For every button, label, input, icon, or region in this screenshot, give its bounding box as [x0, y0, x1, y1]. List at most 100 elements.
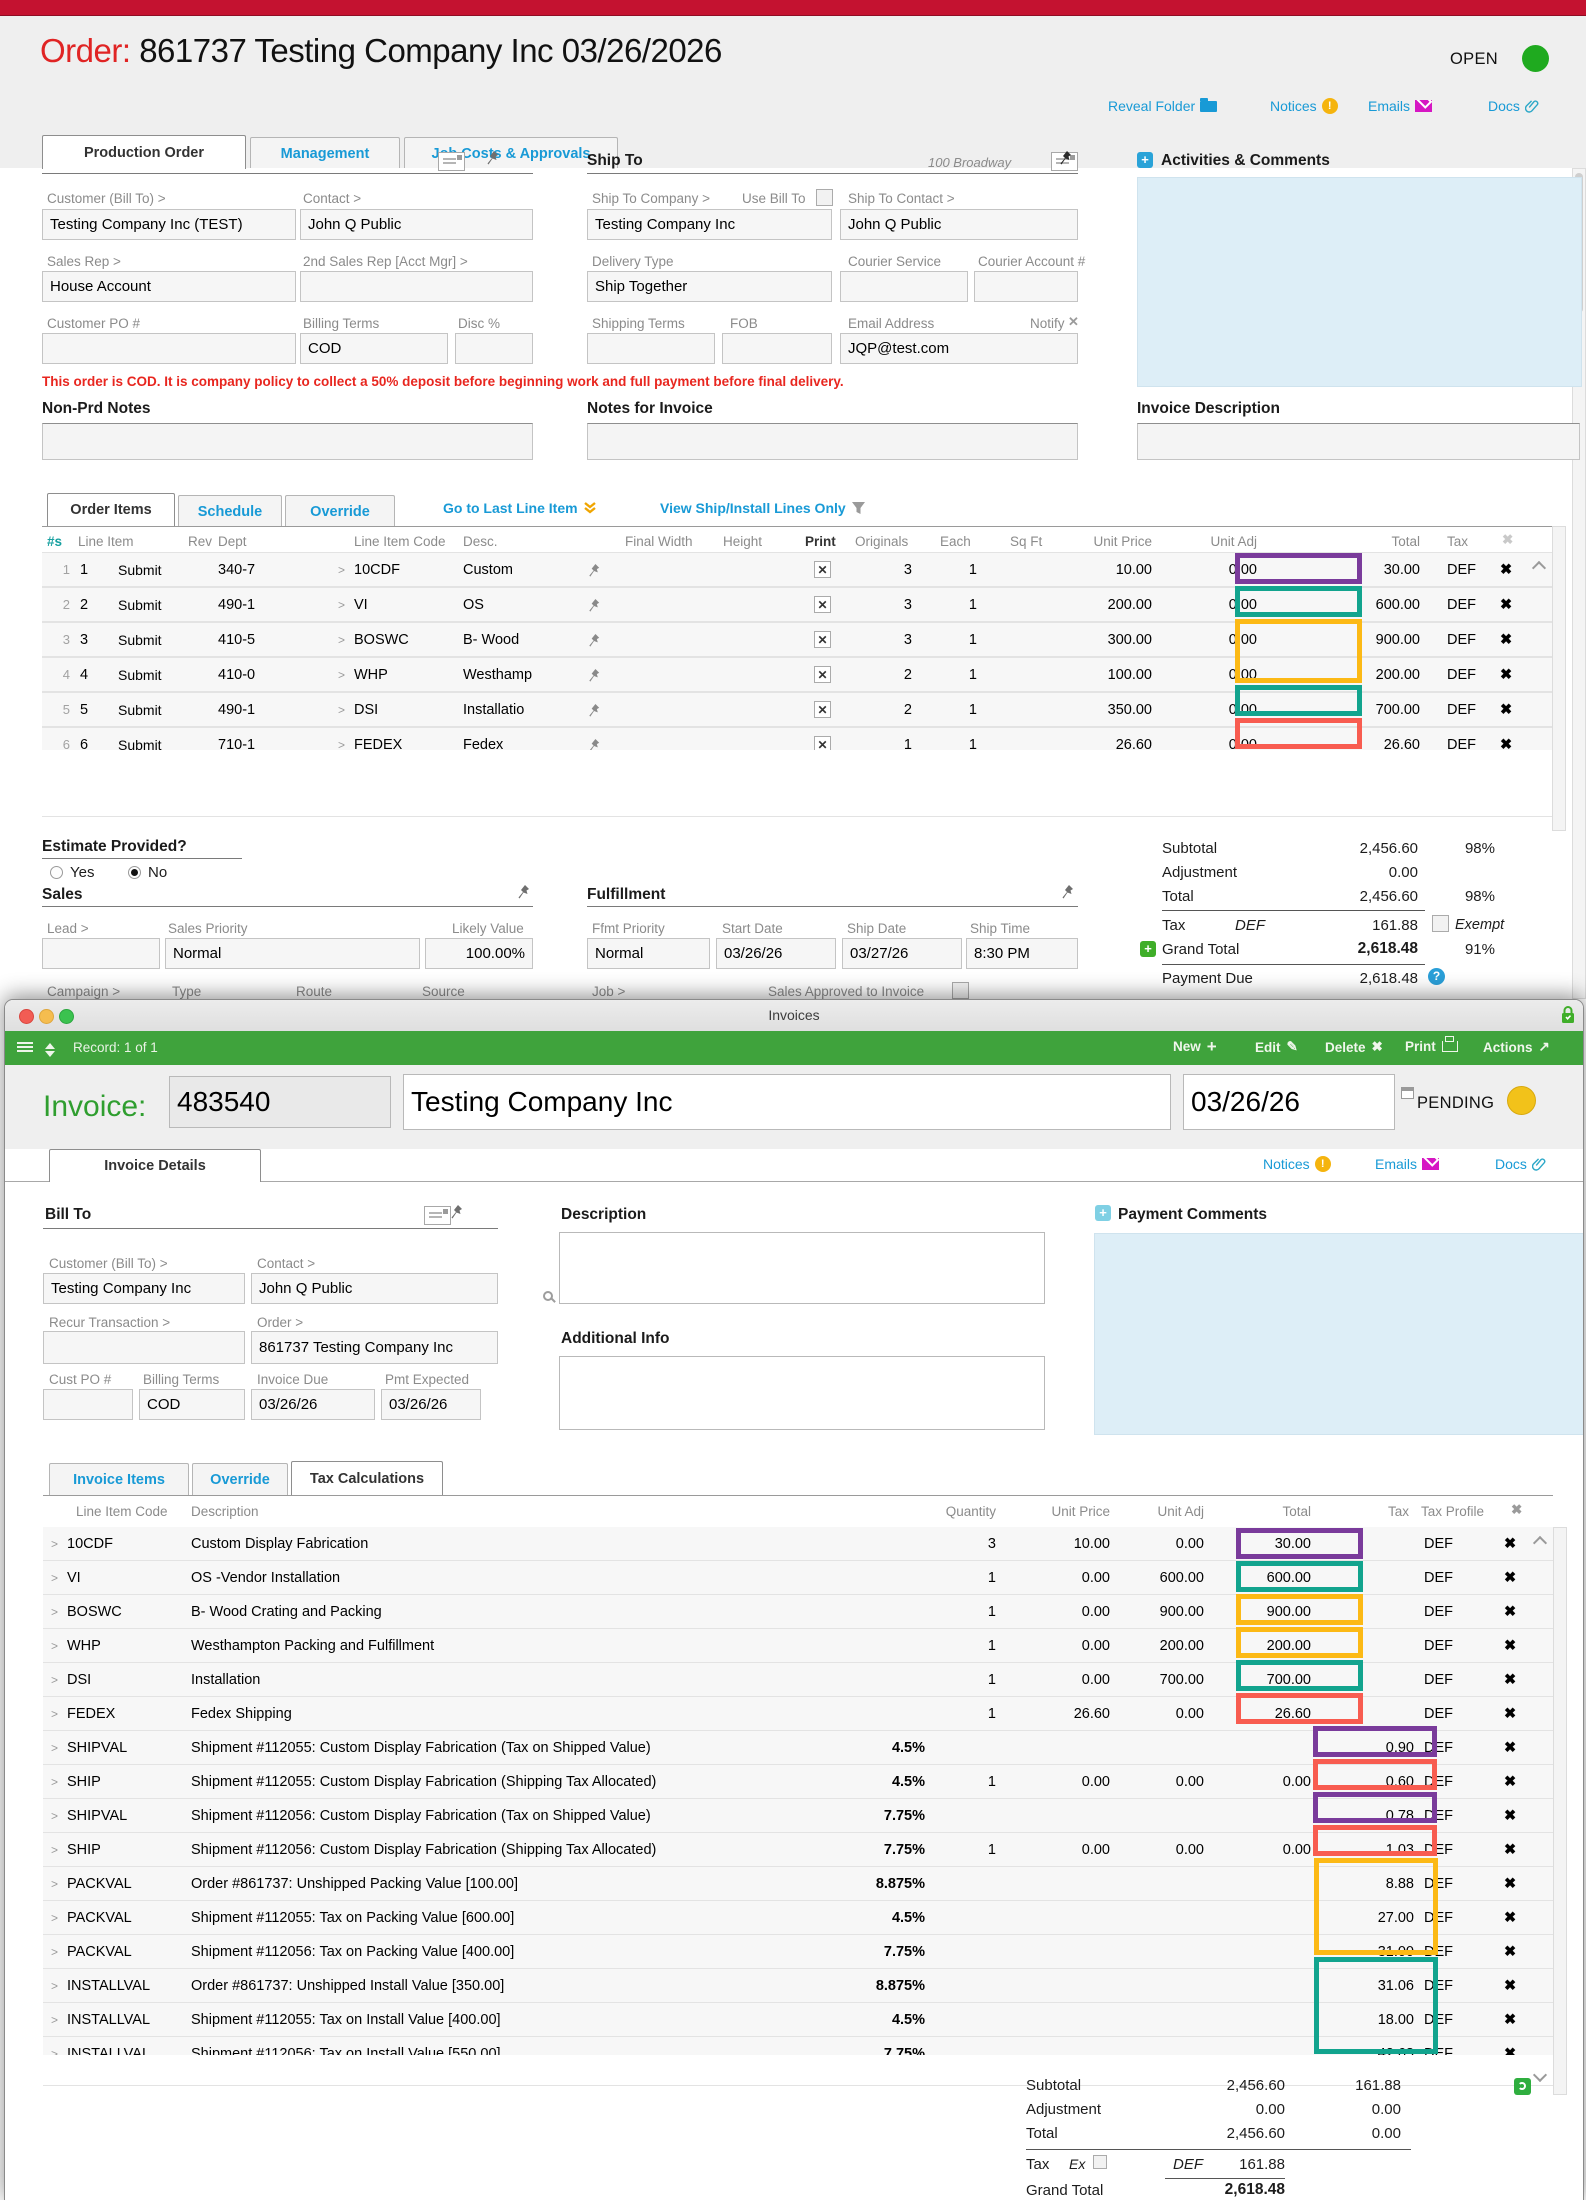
invoice-number-field[interactable]: 483540 [169, 1076, 391, 1128]
ship-to-company-field[interactable]: Testing Company Inc [587, 209, 832, 240]
delete-line-icon[interactable]: ✖ [1500, 631, 1513, 648]
activities-box[interactable] [1137, 177, 1582, 387]
unit-price-cell[interactable]: 0.00 [1081, 1569, 1110, 1586]
help-icon[interactable]: ? [1428, 968, 1445, 985]
drill-arrow[interactable]: > [51, 2046, 59, 2061]
print-checkbox[interactable]: ✕ [814, 666, 831, 683]
drill-arrow[interactable]: > [338, 667, 346, 682]
quantity-cell[interactable]: 1 [987, 1841, 996, 1858]
delete-line-icon[interactable]: ✖ [1504, 1739, 1517, 1756]
desc-cell[interactable]: Custom [463, 561, 513, 578]
reveal-folder-link[interactable]: Reveal Folder [1108, 97, 1218, 114]
unit-price-cell[interactable]: 10.00 [1115, 561, 1152, 578]
sales-rep-field[interactable]: House Account [42, 271, 296, 302]
recalc-icon[interactable] [1514, 2078, 1532, 2095]
submit-link[interactable]: Submit [118, 631, 162, 648]
quantity-cell[interactable] [936, 1935, 996, 1968]
minimize-window-button[interactable] [39, 1009, 54, 1024]
originals-cell[interactable]: 2 [903, 701, 912, 718]
unit-adj-cell[interactable]: 700.00 [1159, 1671, 1204, 1688]
calendar-icon[interactable] [1401, 1087, 1414, 1099]
new-button[interactable]: New + [1173, 1037, 1217, 1056]
unit-price-cell[interactable] [1030, 1799, 1110, 1832]
tax-cell[interactable]: DEF [1447, 596, 1476, 613]
line-item-code-cell[interactable]: SHIP [67, 1773, 101, 1790]
unit-price-cell[interactable]: 300.00 [1107, 631, 1152, 648]
delete-line-icon[interactable]: ✖ [1504, 1671, 1517, 1688]
tax-cell[interactable]: DEF [1447, 736, 1476, 753]
tab-invoice-details[interactable]: Invoice Details [49, 1149, 261, 1182]
line-item-code-cell[interactable]: BOSWC [354, 631, 409, 648]
dept-cell[interactable]: 490-1 [218, 596, 256, 613]
tax-cell[interactable]: DEF [1424, 1909, 1453, 1926]
pin-icon[interactable] [516, 884, 532, 900]
invoice-desc-field[interactable] [1137, 423, 1580, 460]
tab-management[interactable]: Management [250, 137, 400, 169]
unit-price-cell[interactable] [1030, 1901, 1110, 1934]
use-bill-to-checkbox[interactable]: ✕ [816, 189, 833, 206]
line-item-code-cell[interactable]: DSI [354, 701, 379, 718]
additional-info-field[interactable] [559, 1356, 1045, 1430]
invoice-notices-link[interactable]: Notices! [1263, 1156, 1331, 1172]
description-cell[interactable]: Shipment #112055: Tax on Install Value [… [191, 2011, 501, 2028]
tax-cell[interactable]: DEF [1424, 1841, 1453, 1858]
drill-arrow[interactable]: > [51, 1604, 59, 1619]
each-cell[interactable]: 1 [968, 631, 977, 648]
tax-profile[interactable]: DEF [1235, 917, 1265, 934]
desc-cell[interactable]: Westhamp [463, 666, 533, 683]
unit-adj-cell[interactable]: 900.00 [1159, 1603, 1204, 1620]
tax-cell[interactable]: DEF [1447, 631, 1476, 648]
description-cell[interactable]: OS -Vendor Installation [191, 1569, 341, 1586]
delete-line-icon[interactable]: ✖ [1504, 1603, 1517, 1620]
envelope-button-icon[interactable] [1051, 152, 1079, 171]
non-prd-notes-field[interactable] [42, 423, 533, 460]
invoice-table-scrollbar[interactable] [1553, 1527, 1567, 2095]
unit-price-cell[interactable]: 200.00 [1107, 596, 1152, 613]
line-item-code-cell[interactable]: VI [354, 596, 368, 613]
description-cell[interactable]: Shipment #112055: Custom Display Fabrica… [191, 1773, 657, 1790]
customer-field[interactable]: Testing Company Inc (TEST) [42, 209, 296, 240]
drill-arrow[interactable]: > [338, 737, 346, 752]
line-item-code-cell[interactable]: INSTALLVAL [67, 1977, 151, 1994]
pin-icon[interactable] [587, 701, 602, 719]
envelope-button-icon[interactable] [424, 1206, 452, 1225]
tax-cell[interactable]: DEF [1424, 1977, 1453, 1994]
line-item-code-cell[interactable]: INSTALLVAL [67, 2011, 151, 2028]
delete-line-icon[interactable]: ✖ [1504, 2011, 1517, 2028]
invoice-terms-field[interactable]: COD [139, 1389, 245, 1420]
drill-arrow[interactable]: > [51, 1978, 59, 1993]
sort-icon[interactable] [45, 1038, 55, 1062]
tab-schedule[interactable]: Schedule [178, 495, 282, 527]
quantity-cell[interactable] [936, 1969, 996, 2002]
delete-line-icon[interactable]: ✖ [1504, 1535, 1517, 1552]
desc-cell[interactable]: Fedex [463, 736, 504, 753]
ship-to-contact-field[interactable]: John Q Public [840, 209, 1078, 240]
unit-price-cell[interactable] [1030, 1969, 1110, 2002]
courier-service-field[interactable] [840, 271, 968, 302]
originals-cell[interactable]: 3 [903, 561, 912, 578]
unit-price-cell[interactable] [1030, 1867, 1110, 1900]
quantity-cell[interactable] [936, 1867, 996, 1900]
tax-cell[interactable]: DEF [1424, 1569, 1453, 1586]
dept-cell[interactable]: 490-1 [218, 701, 256, 718]
unit-price-cell[interactable]: 0.00 [1081, 1773, 1110, 1790]
unit-price-cell[interactable] [1030, 1935, 1110, 1968]
delete-line-icon[interactable]: ✖ [1500, 666, 1513, 683]
tax-cell[interactable]: DEF [1424, 1603, 1453, 1620]
line-item-code-cell[interactable]: WHP [67, 1637, 101, 1654]
goto-last-line-link[interactable]: Go to Last Line Item [443, 500, 597, 516]
drill-arrow[interactable]: > [338, 632, 346, 647]
line-item-code-cell[interactable]: 10CDF [354, 561, 400, 578]
add-payment-comment-icon[interactable]: + [1095, 1205, 1111, 1221]
unit-adj-cell[interactable] [1124, 1935, 1204, 1968]
delete-line-icon[interactable]: ✖ [1500, 736, 1513, 753]
drill-arrow[interactable]: > [51, 1706, 59, 1721]
exempt-checkbox[interactable]: ✕ [1432, 915, 1449, 932]
print-checkbox[interactable]: ✕ [814, 561, 831, 578]
unit-price-cell[interactable]: 26.60 [1073, 1705, 1110, 1722]
tab-tax-calculations[interactable]: Tax Calculations [291, 1461, 443, 1495]
tax-cell[interactable]: DEF [1447, 561, 1476, 578]
drill-arrow[interactable]: > [338, 597, 346, 612]
submit-link[interactable]: Submit [118, 701, 162, 718]
description-cell[interactable]: Shipment #112056: Tax on Packing Value [… [191, 1943, 515, 1960]
